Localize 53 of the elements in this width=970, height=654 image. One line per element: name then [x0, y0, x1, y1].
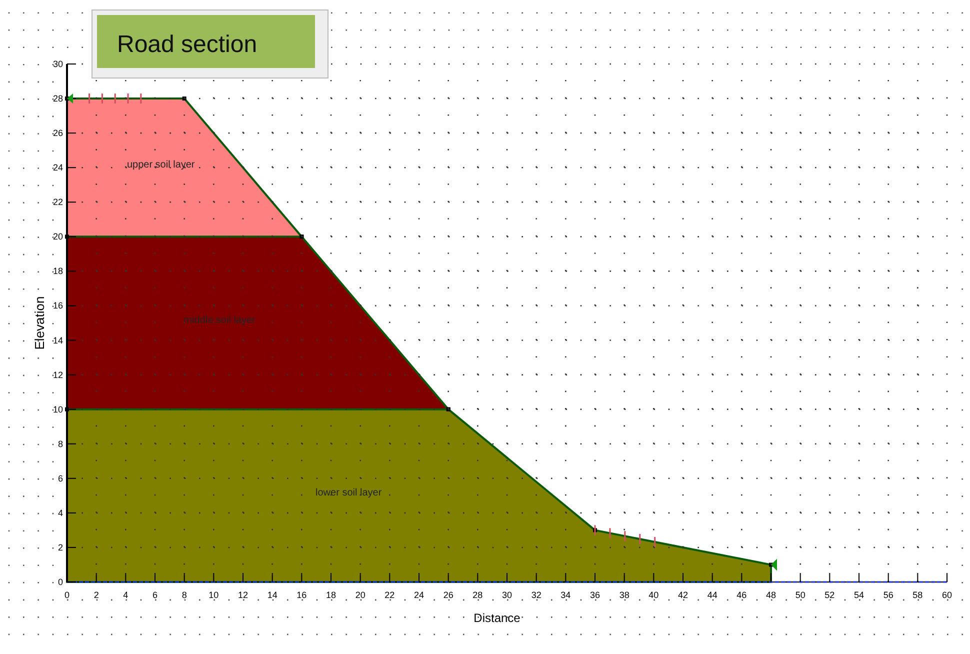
chart-title: Road section	[117, 31, 258, 58]
x-tick-label: 4	[123, 590, 128, 600]
y-tick-label: 8	[58, 438, 63, 449]
y-tick-label: 16	[52, 300, 63, 311]
x-tick-label: 38	[619, 590, 630, 600]
x-tick-label: 44	[707, 590, 718, 600]
x-tick-label: 32	[531, 590, 542, 600]
x-tick-label: 40	[648, 590, 659, 600]
x-tick-label: 28	[472, 590, 483, 600]
x-tick-label: 46	[736, 590, 747, 600]
x-tick-label: 34	[560, 590, 571, 600]
x-tick-label: 2	[94, 590, 99, 600]
x-tick-label: 20	[355, 590, 366, 600]
x-tick-label: 56	[883, 590, 894, 600]
x-tick-label: 12	[238, 590, 248, 600]
x-tick-label: 48	[766, 590, 776, 600]
y-tick-label: 22	[52, 197, 63, 208]
x-axis-title: Distance	[474, 611, 521, 625]
y-tick-label: 18	[52, 266, 63, 276]
y-tick-label: 10	[52, 404, 63, 414]
x-tick-label: 36	[590, 590, 600, 600]
y-tick-label: 2	[58, 542, 63, 552]
x-tick-label: 14	[267, 590, 278, 600]
series-label: lower soil layer	[316, 488, 382, 499]
x-tick-label: 26	[443, 590, 454, 600]
x-tick-label: 42	[678, 590, 688, 600]
x-tick-label: 0	[64, 590, 70, 600]
x-tick-label: 30	[502, 590, 512, 600]
y-axis-title: Elevation	[32, 296, 47, 350]
x-tick-label: 10	[208, 590, 219, 600]
y-tick-label: 0	[58, 577, 63, 587]
x-tick-label: 24	[414, 590, 424, 600]
x-tick-label: 54	[854, 590, 864, 600]
x-tick-label: 16	[296, 590, 307, 600]
y-tick-label: 26	[52, 128, 63, 138]
y-tick-label: 6	[58, 473, 63, 484]
x-tick-label: 60	[942, 590, 952, 600]
y-tick-label: 24	[52, 162, 63, 173]
y-tick-label: 20	[52, 232, 63, 242]
y-tick-label: 4	[58, 508, 63, 518]
x-tick-label: 22	[384, 590, 395, 600]
x-tick-label: 8	[182, 590, 187, 600]
series-label: upper soil layer	[126, 160, 196, 171]
series-label: middle soil layer	[184, 315, 256, 326]
x-tick-label: 50	[795, 590, 806, 600]
x-tick-label: 52	[824, 590, 835, 600]
y-tick-label: 14	[52, 335, 63, 346]
x-tick-label: 6	[152, 590, 158, 600]
x-tick-label: 18	[326, 590, 336, 600]
y-tick-label: 28	[52, 94, 63, 104]
y-tick-label: 12	[52, 370, 63, 380]
x-tick-label: 58	[912, 590, 923, 600]
y-tick-label: 30	[52, 59, 63, 69]
